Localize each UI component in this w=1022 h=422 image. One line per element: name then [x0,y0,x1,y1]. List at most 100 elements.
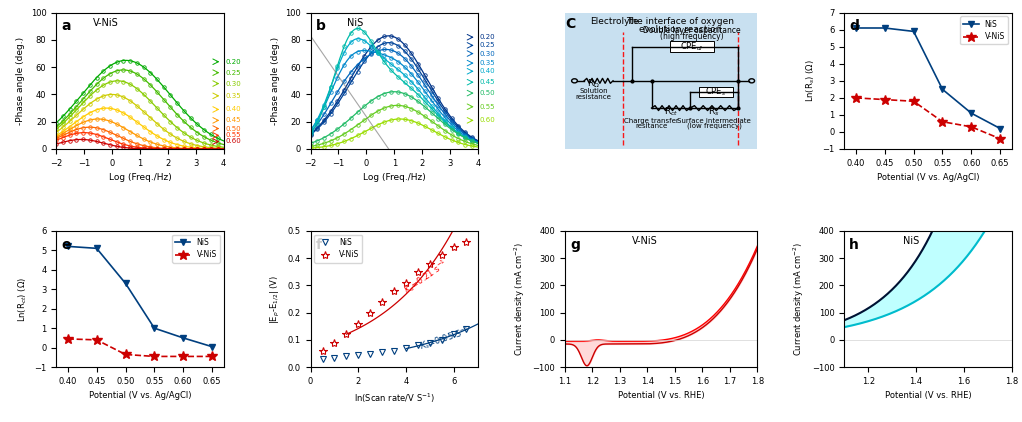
Text: Solution: Solution [579,88,608,94]
Text: 0.35: 0.35 [479,60,495,66]
V-NiS [412,269,424,274]
V-NiS [61,336,74,341]
Text: NiS: NiS [902,236,919,246]
Text: 0.50: 0.50 [479,90,495,96]
V-NiS [328,340,340,345]
NiS [849,25,862,30]
Text: g: g [570,238,580,252]
Text: CPE$_s$: CPE$_s$ [705,86,727,98]
Y-axis label: Current density (mA cm$^{-2}$): Current density (mA cm$^{-2}$) [792,242,806,356]
Legend: NiS, V-NiS: NiS, V-NiS [172,235,220,262]
V-NiS [994,136,1007,141]
V-NiS [177,354,189,359]
Text: 0.25: 0.25 [225,70,240,76]
Text: C: C [565,17,575,31]
NiS [177,335,189,341]
Text: 0.45: 0.45 [479,79,495,85]
Text: 0.55: 0.55 [225,133,240,138]
Text: R$_{ct}$: R$_{ct}$ [663,105,678,118]
NiS [388,348,401,353]
NiS [120,281,132,286]
Text: f: f [316,238,322,252]
Text: 0.60: 0.60 [479,117,495,123]
V-NiS [148,354,160,359]
V-NiS [436,253,449,258]
NiS [400,346,412,351]
Text: e: e [61,238,71,252]
Text: b: b [316,19,325,33]
Text: NiS: NiS [347,18,364,28]
Text: d: d [849,19,860,33]
Text: h: h [849,238,860,252]
V-NiS [120,352,132,357]
Y-axis label: |E$_p$-E$_{1/2}$| (V): |E$_p$-E$_{1/2}$| (V) [269,274,282,324]
Text: Surface intermediate: Surface intermediate [678,118,751,124]
NiS [908,29,920,34]
Text: (high frequency): (high frequency) [660,32,724,41]
V-NiS [879,97,891,102]
V-NiS [936,119,948,124]
NiS [340,354,353,359]
Text: Charge transfer: Charge transfer [624,118,679,124]
X-axis label: Potential (V vs. Ag/AgCl): Potential (V vs. Ag/AgCl) [89,392,191,400]
Text: $K_s$=0.21 s$^{-1}$: $K_s$=0.21 s$^{-1}$ [402,256,452,297]
Y-axis label: -Phase angle (deg.): -Phase angle (deg.) [16,37,26,125]
NiS [148,326,160,331]
Text: V-NiS: V-NiS [633,236,658,246]
Line: V-NiS: V-NiS [851,93,1005,143]
Y-axis label: Ln(R$_{ct}$) ($\Omega$): Ln(R$_{ct}$) ($\Omega$) [16,276,29,322]
NiS [206,344,219,349]
NiS [936,87,948,92]
NiS [317,357,329,362]
V-NiS [965,124,977,130]
Text: CPE$_{dl}$: CPE$_{dl}$ [681,41,704,53]
NiS [994,126,1007,131]
NiS [412,343,424,348]
V-NiS [364,310,376,315]
Text: 0.45: 0.45 [225,117,240,123]
NiS [376,349,388,354]
Line: NiS: NiS [852,24,1004,132]
Legend: NiS, V-NiS: NiS, V-NiS [315,235,362,262]
V-NiS [317,348,329,353]
X-axis label: ln(Scan rate/V S$^{-1}$): ln(Scan rate/V S$^{-1}$) [354,392,434,405]
X-axis label: Potential (V vs. Ag/AgCl): Potential (V vs. Ag/AgCl) [877,173,979,182]
Text: R$_s$: R$_s$ [708,105,719,118]
Text: V-NiS: V-NiS [93,18,119,28]
Text: Electrolyte: Electrolyte [590,17,639,26]
FancyBboxPatch shape [669,41,714,52]
V-NiS [460,239,472,244]
V-NiS [353,321,365,326]
V-NiS [206,354,219,359]
Text: 0.50: 0.50 [225,126,241,132]
Text: evolution reaction: evolution reaction [639,25,722,34]
Text: 0.55: 0.55 [479,104,495,110]
NiS [353,352,365,357]
Text: 0.30: 0.30 [479,51,495,57]
NiS [424,340,436,345]
Y-axis label: Current density (mA cm$^{-2}$): Current density (mA cm$^{-2}$) [512,242,527,356]
V-NiS [448,245,460,250]
V-NiS [388,288,401,293]
Text: 0.40: 0.40 [225,106,241,112]
FancyBboxPatch shape [565,13,757,149]
V-NiS [91,337,103,342]
Line: NiS: NiS [64,243,216,350]
Text: Double layer capacitance: Double layer capacitance [643,26,741,35]
X-axis label: Potential (V vs. RHE): Potential (V vs. RHE) [885,392,971,400]
X-axis label: Potential (V vs. RHE): Potential (V vs. RHE) [618,392,704,400]
V-NiS [340,332,353,337]
NiS [460,327,472,332]
FancyBboxPatch shape [699,87,734,97]
Line: NiS: NiS [319,325,469,362]
Text: (low frequency): (low frequency) [687,123,742,130]
X-axis label: Log (Freq./Hz): Log (Freq./Hz) [108,173,172,182]
Text: $K_s$=0.05 S$^{-1}$: $K_s$=0.05 S$^{-1}$ [418,323,472,353]
NiS [61,244,74,249]
NiS [436,337,449,342]
Text: R$_\Omega$: R$_\Omega$ [588,78,600,90]
Text: 0.60: 0.60 [225,138,241,144]
V-NiS [908,99,920,104]
NiS [91,246,103,251]
V-NiS [376,299,388,304]
